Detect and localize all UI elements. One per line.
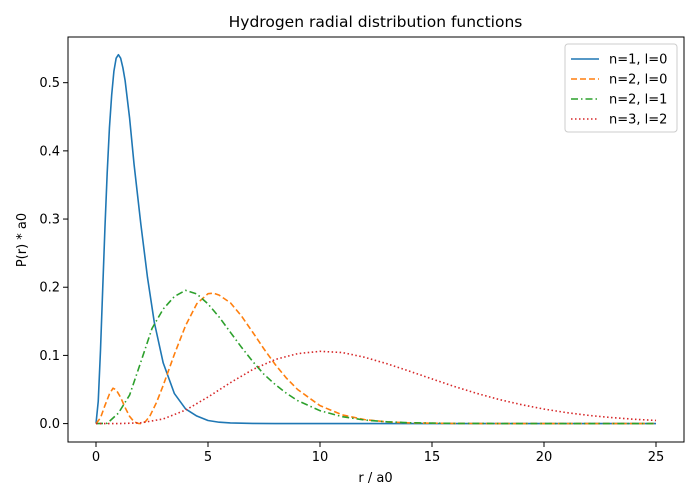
x-tick-label: 15 <box>424 450 441 465</box>
y-tick-label: 0.4 <box>39 144 60 159</box>
legend-label: n=2, l=0 <box>609 73 667 88</box>
legend-label: n=1, l=0 <box>609 53 667 68</box>
x-axis-label: r / a0 <box>358 471 392 486</box>
y-tick-label: 0.5 <box>39 76 60 91</box>
y-tick-label: 0.3 <box>39 213 60 228</box>
y-tick-label: 0.1 <box>39 349 60 364</box>
y-tick-label: 0.2 <box>39 281 60 296</box>
x-tick-label: 5 <box>204 450 212 465</box>
x-tick-label: 0 <box>92 450 100 465</box>
x-tick-label: 10 <box>312 450 329 465</box>
axes-frame <box>67 36 685 443</box>
legend-label: n=2, l=1 <box>609 93 667 108</box>
y-axis-label: P(r) * a0 <box>15 213 30 267</box>
series-line-n-3-l-2 <box>96 350 657 425</box>
y-tick-label: 0.0 <box>39 417 60 432</box>
chart-title: Hydrogen radial distribution functions <box>229 13 523 31</box>
series-line-n-1-l-0 <box>95 53 656 425</box>
legend-label: n=3, l=2 <box>609 113 667 128</box>
plot-area: 0 5 10 15 20 25 0.0 0.1 0.2 0.3 0.4 0.5 n=1, l=0 n=2,… <box>39 36 685 465</box>
legend-box <box>564 43 678 133</box>
x-tick-label: 20 <box>536 450 553 465</box>
x-tick-label: 25 <box>648 450 665 465</box>
